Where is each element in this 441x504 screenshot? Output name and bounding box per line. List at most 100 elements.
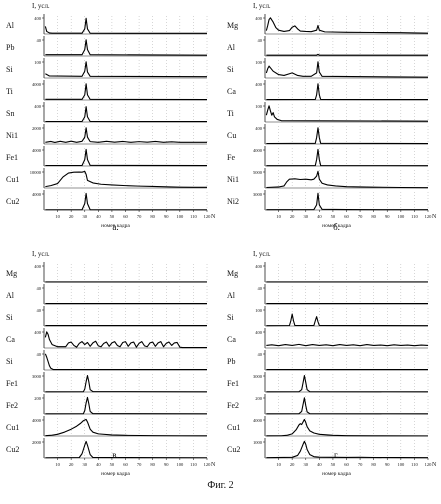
x-tick-label: 50 bbox=[331, 462, 336, 467]
series-line-al bbox=[45, 18, 207, 33]
series-name-cu1: Cu1 bbox=[227, 423, 240, 432]
x-tick-label: 80 bbox=[371, 462, 376, 467]
y-tick-label: 40 bbox=[258, 38, 263, 43]
x-tick-label: 100 bbox=[176, 214, 184, 219]
series-line-fe2 bbox=[45, 397, 207, 413]
y-tick-label: 2000 bbox=[32, 126, 42, 131]
x-tick-label: 120 bbox=[204, 462, 212, 467]
series-line-cu1 bbox=[45, 419, 207, 435]
panel-label: б. bbox=[333, 222, 340, 232]
y-axis-label: I, усл. bbox=[253, 2, 271, 10]
series-line-cu1 bbox=[45, 171, 207, 187]
series-line-mg bbox=[266, 18, 428, 33]
y-tick-label: 4000 bbox=[32, 148, 42, 153]
x-tick-label: 60 bbox=[344, 214, 349, 219]
x-tick-label: 30 bbox=[304, 214, 309, 219]
x-tick-label: 10 bbox=[276, 214, 281, 219]
series-name-fe1: Fe1 bbox=[227, 379, 239, 388]
x-tick-label: 70 bbox=[137, 462, 142, 467]
chart-panel-3: I, усл.Mg400Al40Si40Ca400Si40Fe13000Fe22… bbox=[6, 250, 216, 477]
y-tick-label: 400 bbox=[255, 126, 263, 131]
y-tick-label: 1000 bbox=[253, 440, 263, 445]
x-tick-label: 30 bbox=[83, 214, 88, 219]
y-tick-label: 400 bbox=[34, 16, 42, 21]
y-tick-label: 40 bbox=[258, 352, 263, 357]
series-name-cu1: Cu1 bbox=[6, 423, 19, 432]
y-tick-label: 40 bbox=[258, 286, 263, 291]
series-line-si bbox=[45, 354, 207, 370]
x-axis-label: номер кадра bbox=[101, 471, 130, 477]
panel-label: а. bbox=[112, 222, 118, 232]
y-tick-label: 3000 bbox=[32, 374, 42, 379]
series-line-ti bbox=[45, 84, 207, 100]
series-name-si: Si bbox=[227, 65, 234, 74]
series-name-sn: Sn bbox=[6, 109, 14, 118]
y-tick-label: 4000 bbox=[32, 82, 42, 87]
y-tick-label: 400 bbox=[255, 330, 263, 335]
series-name-mg: Mg bbox=[227, 21, 238, 30]
x-tick-label: 120 bbox=[204, 214, 212, 219]
x-tick-label: 40 bbox=[317, 462, 322, 467]
x-tick-label: 70 bbox=[358, 214, 363, 219]
series-line-ca bbox=[266, 84, 428, 100]
x-tick-label: 70 bbox=[358, 462, 363, 467]
y-tick-label: 100 bbox=[255, 104, 263, 109]
x-tick-label: 40 bbox=[96, 462, 101, 467]
series-name-ni2: Ni2 bbox=[227, 197, 239, 206]
y-tick-label: 400 bbox=[34, 330, 42, 335]
series-line-si bbox=[266, 314, 428, 326]
x-axis-unit: N bbox=[432, 214, 437, 220]
y-tick-label: 200 bbox=[255, 396, 263, 401]
series-line-cu2 bbox=[45, 193, 207, 209]
series-line-cu2 bbox=[45, 441, 207, 457]
y-tick-label: 3000 bbox=[253, 192, 263, 197]
y-tick-label: 400 bbox=[255, 16, 263, 21]
x-tick-label: 100 bbox=[397, 462, 405, 467]
series-name-cu: Cu bbox=[227, 131, 236, 140]
series-line-si bbox=[266, 62, 428, 77]
x-tick-label: 100 bbox=[176, 462, 184, 467]
series-name-al: Al bbox=[6, 21, 15, 30]
series-name-si: Si bbox=[6, 357, 13, 366]
series-name-fe1: Fe1 bbox=[6, 379, 18, 388]
series-line-cu2 bbox=[266, 441, 428, 457]
y-tick-label: 100 bbox=[255, 60, 263, 65]
series-line-ti bbox=[266, 106, 428, 121]
x-tick-label: 70 bbox=[137, 214, 142, 219]
series-name-mg: Mg bbox=[6, 269, 17, 278]
x-tick-label: 20 bbox=[290, 214, 295, 219]
series-name-cu2: Cu2 bbox=[227, 445, 240, 454]
y-tick-label: 200 bbox=[34, 396, 42, 401]
x-axis-unit: N bbox=[211, 462, 216, 468]
x-tick-label: 90 bbox=[385, 462, 390, 467]
x-tick-label: 80 bbox=[371, 214, 376, 219]
series-name-fe1: Fe1 bbox=[6, 153, 18, 162]
series-name-ni1: Ni1 bbox=[6, 131, 18, 140]
series-line-ni1 bbox=[45, 128, 207, 143]
figure-caption: Фиг. 2 bbox=[0, 480, 441, 491]
y-axis-label: I, усл. bbox=[32, 2, 50, 10]
series-line-fe1 bbox=[45, 376, 207, 392]
y-tick-label: 40 bbox=[37, 308, 42, 313]
x-tick-label: 80 bbox=[150, 462, 155, 467]
x-axis-unit: N bbox=[211, 214, 216, 220]
x-tick-label: 40 bbox=[317, 214, 322, 219]
series-name-fe: Fe bbox=[227, 153, 235, 162]
series-name-ca: Ca bbox=[227, 335, 236, 344]
series-name-cu2: Cu2 bbox=[6, 445, 19, 454]
x-tick-label: 20 bbox=[290, 462, 295, 467]
x-tick-label: 60 bbox=[344, 462, 349, 467]
y-axis-label: I, усл. bbox=[253, 250, 271, 258]
x-tick-label: 20 bbox=[69, 214, 74, 219]
x-tick-label: 90 bbox=[164, 462, 169, 467]
series-line-ni2 bbox=[266, 193, 428, 209]
chart-panel-4: I, усл.Mg400Al40Si100Ca400Pb40Fe13000Fe2… bbox=[227, 250, 437, 477]
series-line-fe2 bbox=[266, 398, 428, 414]
series-name-ca: Ca bbox=[227, 87, 236, 96]
panel-label: г. bbox=[334, 450, 339, 460]
series-name-mg: Mg bbox=[227, 269, 238, 278]
x-tick-label: 110 bbox=[190, 214, 197, 219]
y-tick-label: 4000 bbox=[32, 192, 42, 197]
